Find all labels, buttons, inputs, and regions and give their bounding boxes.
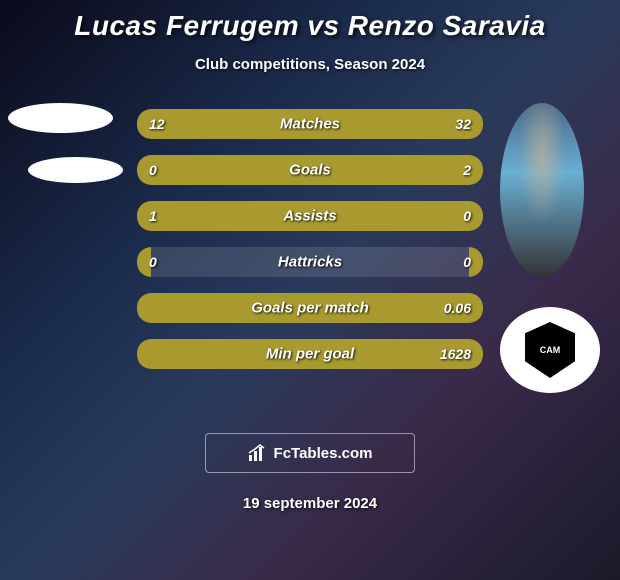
footer-date: 19 september 2024 (0, 495, 620, 512)
stat-bar-value-right: 32 (455, 116, 471, 132)
stat-bars-container: Matches1232Goals02Assists10Hattricks00Go… (137, 103, 483, 369)
stat-bar-label: Min per goal (266, 346, 354, 363)
stat-bar: Goals 0 2 (137, 155, 483, 185)
stat-bar: Hattricks 0 0 (137, 247, 483, 277)
stat-bar-label: Matches (280, 116, 340, 133)
left-club-avatar-placeholder (28, 157, 123, 183)
right-player-column: CAM (500, 103, 600, 393)
brand-badge: FcTables.com (205, 433, 415, 473)
comparison-content: CAM Matches1232Goals02Assists10Hattricks… (0, 103, 620, 403)
club-shield-icon: CAM (525, 322, 575, 378)
brand-text: FcTables.com (274, 445, 373, 462)
page-title: Lucas Ferrugem vs Renzo Saravia (0, 0, 620, 42)
stat-bar-value-right: 2 (463, 162, 471, 178)
stat-bar-label: Hattricks (278, 254, 342, 271)
right-club-logo: CAM (500, 307, 600, 393)
stat-bar: Min per goal 1628 (137, 339, 483, 369)
stat-bar-value-right: 0.06 (444, 300, 471, 316)
left-player-avatar-placeholder (8, 103, 113, 133)
page-subtitle: Club competitions, Season 2024 (0, 56, 620, 73)
stat-bar-value-left: 12 (149, 116, 165, 132)
stat-bar-right-fill (469, 201, 483, 231)
stat-bar-left-fill (137, 339, 151, 369)
stat-bar-value-right: 0 (463, 254, 471, 270)
stat-bar-right-fill (469, 247, 483, 277)
right-player-photo (500, 103, 584, 277)
stat-bar-value-left: 1 (149, 208, 157, 224)
stat-bar-label: Goals (289, 162, 331, 179)
chart-icon (248, 444, 268, 462)
stat-bar-value-left: 0 (149, 254, 157, 270)
stat-bar-right-fill (230, 109, 483, 139)
stat-bar: Assists 1 0 (137, 201, 483, 231)
stat-bar-label: Assists (283, 208, 336, 225)
stat-bar-value-right: 1628 (440, 346, 471, 362)
stat-bar-value-left: 0 (149, 162, 157, 178)
stat-bar-left-fill (137, 293, 151, 323)
stat-bar: Goals per match 0.06 (137, 293, 483, 323)
stat-bar: Matches 12 32 (137, 109, 483, 139)
stat-bar-label: Goals per match (251, 300, 369, 317)
left-player-column (8, 103, 123, 207)
stat-bar-value-right: 0 (463, 208, 471, 224)
